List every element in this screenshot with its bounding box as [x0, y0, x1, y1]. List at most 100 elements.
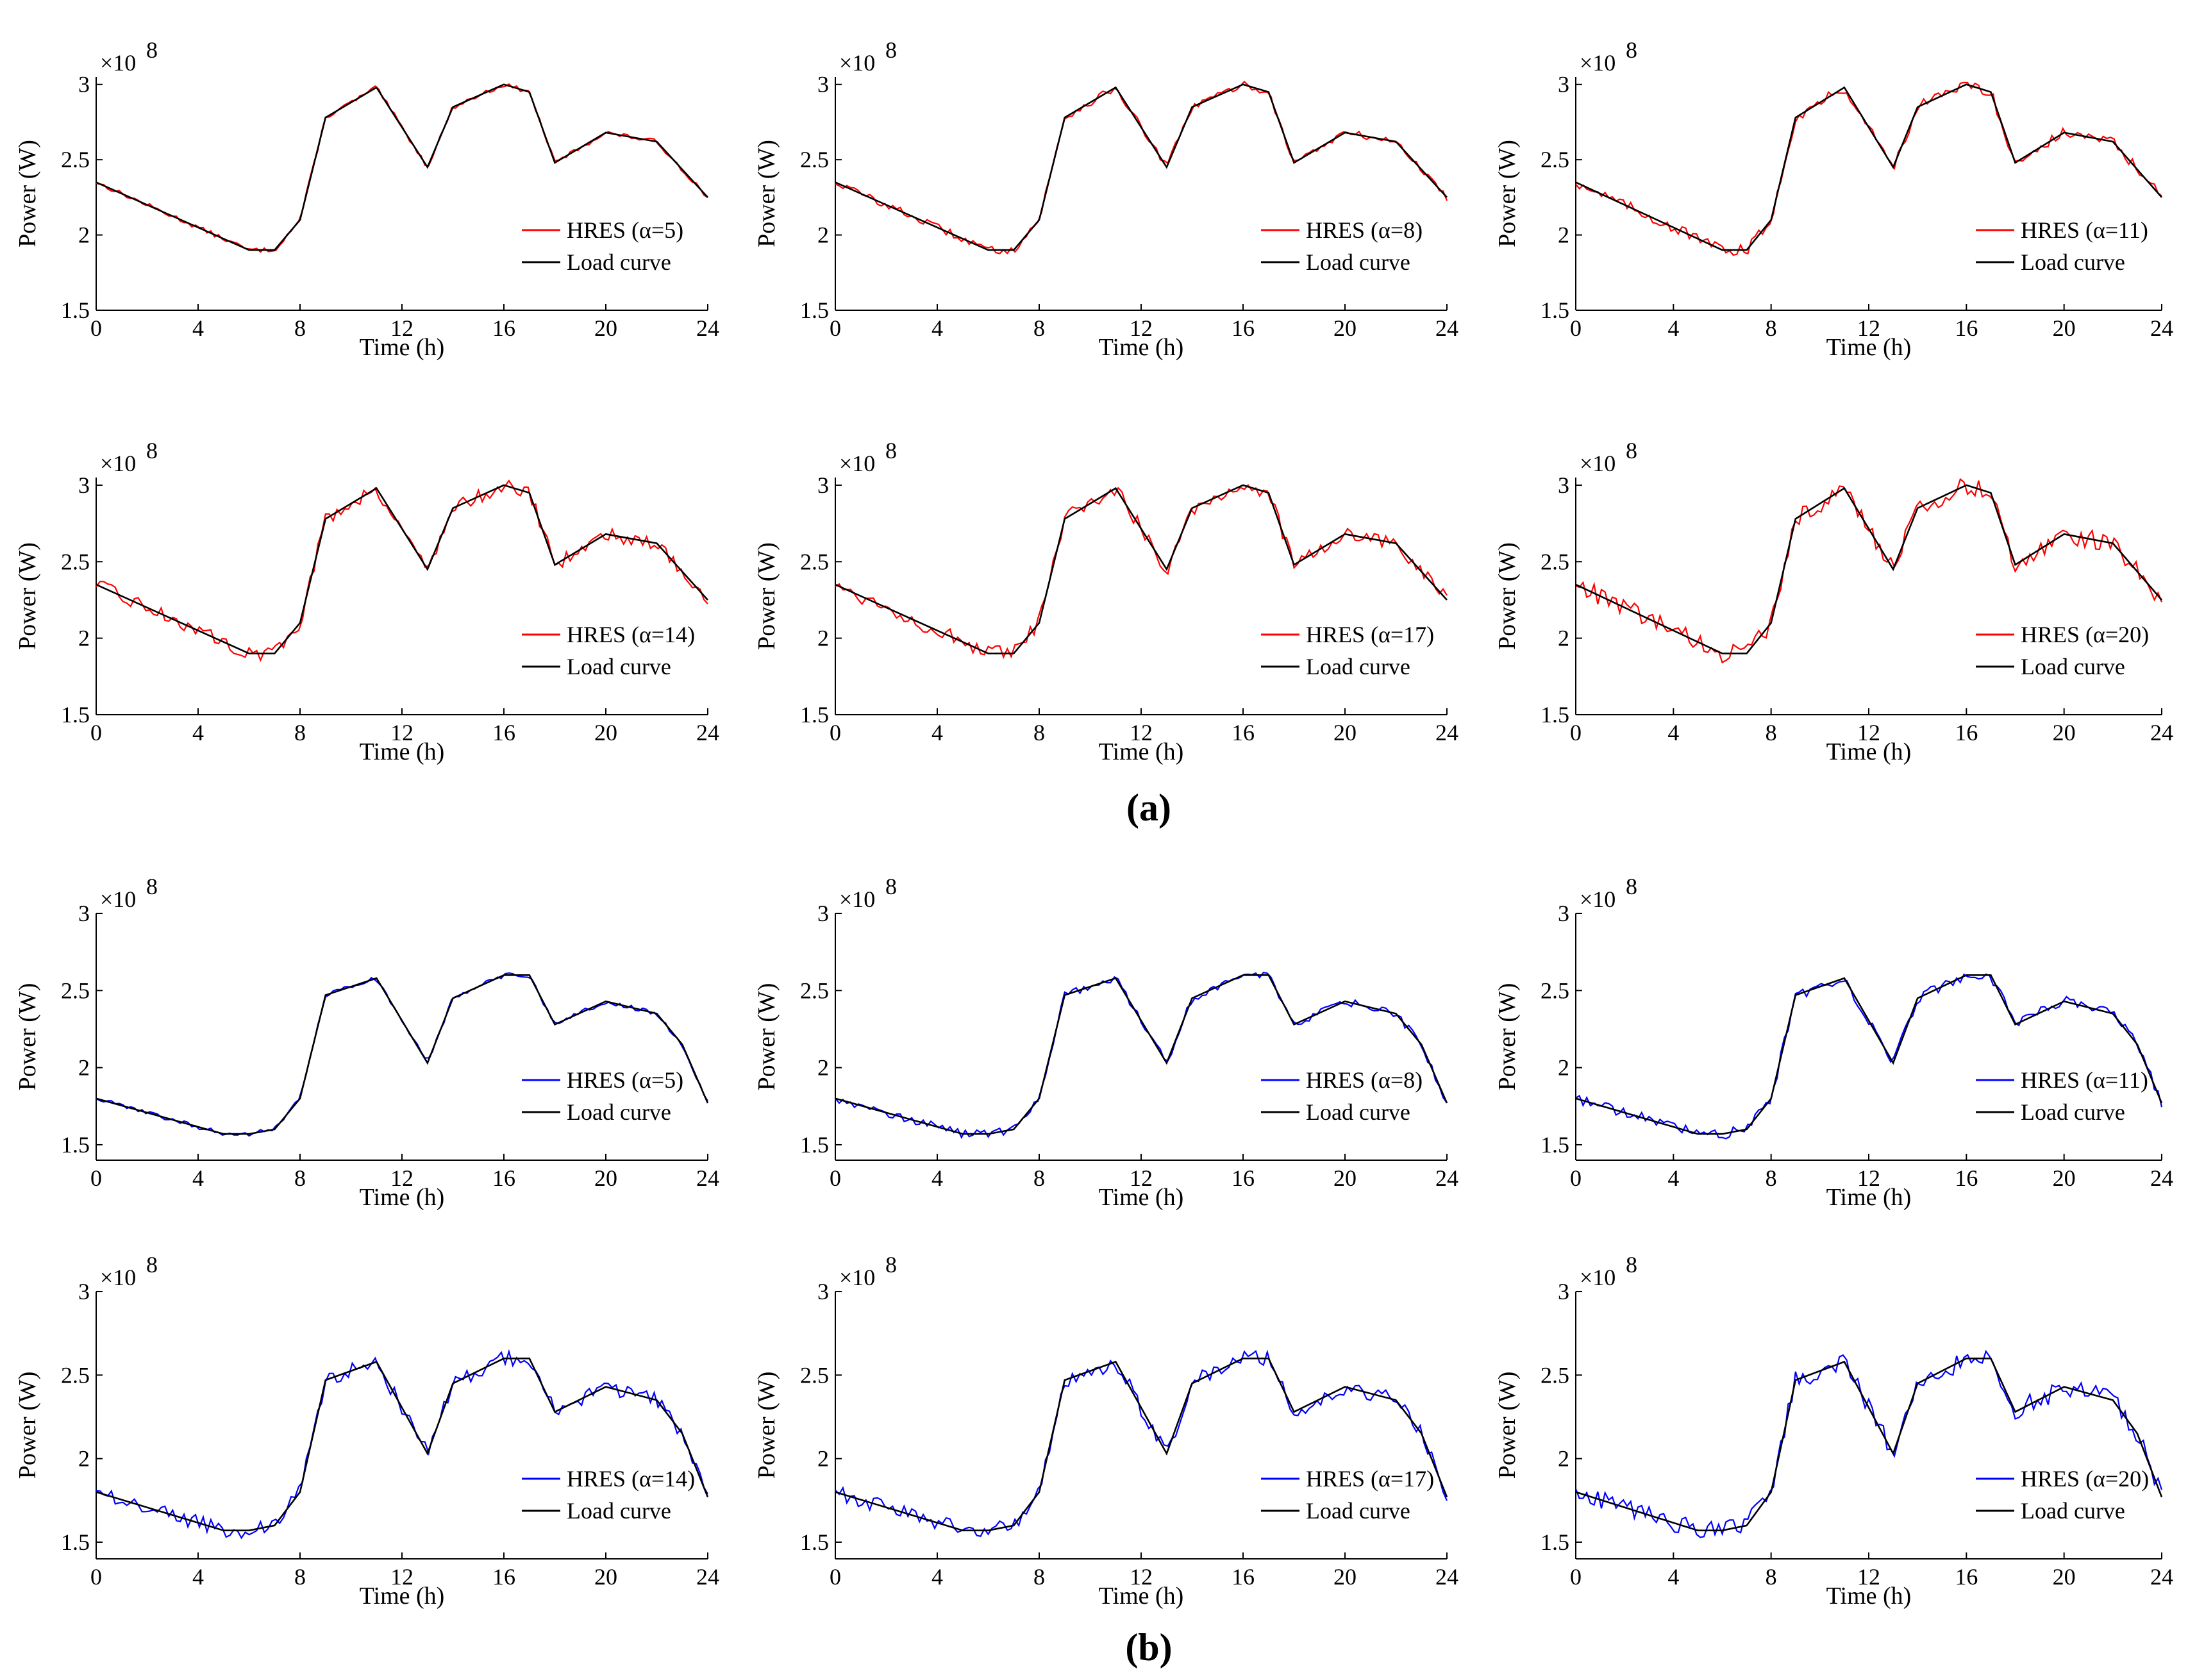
y-tick-label: 3 [78, 72, 90, 97]
y-tick-label: 3 [78, 472, 90, 498]
y-tick-label: 2.5 [61, 977, 90, 1003]
panel-label-a: (a) [1126, 786, 1171, 829]
y-exponent-label: ×10 [1580, 1265, 1616, 1290]
x-tick-label: 12 [1130, 1165, 1153, 1191]
y-exponent-label: ×10 [100, 1265, 136, 1290]
y-tick-label: 2.5 [61, 549, 90, 574]
legend-hres-label: HRES (α=8) [1306, 1067, 1423, 1093]
x-tick-label: 4 [192, 1564, 204, 1590]
legend-load-label: Load curve [567, 1099, 671, 1125]
y-tick-label: 2 [1558, 222, 1569, 248]
x-tick-label: 24 [2150, 720, 2173, 745]
x-tick-label: 4 [1667, 1165, 1679, 1191]
x-tick-label: 16 [1232, 1165, 1255, 1191]
y-exponent-label: ×10 [1580, 886, 1616, 912]
x-tick-label: 24 [1435, 720, 1458, 745]
load-curve-line [835, 1358, 1448, 1531]
y-tick-label: 1.5 [61, 1529, 90, 1555]
legend-hres-label: HRES (α=20) [2021, 1466, 2149, 1492]
x-tick-label: 12 [1857, 1564, 1880, 1590]
x-tick-label: 16 [1955, 1165, 1978, 1191]
y-tick-label: 2 [78, 1446, 90, 1472]
x-tick-label: 4 [1667, 1564, 1679, 1590]
x-tick-label: 20 [594, 1165, 617, 1191]
y-tick-label: 2 [1558, 626, 1569, 651]
x-tick-label: 0 [90, 1564, 102, 1590]
legend-load-label: Load curve [567, 654, 671, 679]
x-tick-label: 12 [390, 1564, 413, 1590]
x-tick-label: 12 [390, 315, 413, 341]
x-tick-label: 20 [1333, 315, 1357, 341]
y-axis-label: Power (W) [1494, 542, 1521, 650]
load-curve-line [1575, 974, 2163, 1135]
load-curve-line [96, 1358, 709, 1531]
load-curve-line [1575, 484, 2162, 654]
x-axis-label: Time (h) [1099, 1583, 1184, 1609]
x-tick-label: 0 [830, 315, 841, 341]
load-curve-line [835, 83, 1448, 251]
x-tick-label: 12 [390, 1165, 413, 1191]
x-tick-label: 20 [1333, 720, 1357, 745]
x-tick-label: 20 [594, 720, 617, 745]
y-tick-label: 2 [817, 1055, 829, 1081]
y-tick-label: 2 [78, 626, 90, 651]
load-curve-line [835, 974, 1448, 1135]
legend-hres-label: HRES (α=14) [567, 1466, 695, 1492]
y-exponent-label: ×10 [100, 886, 136, 912]
y-tick-label: 1.5 [800, 297, 829, 323]
x-tick-label: 4 [931, 1564, 943, 1590]
legend-hres-label: HRES (α=11) [2021, 217, 2148, 243]
subplot-a-4: 0 4 8 12 16 20 24 1.5 2 2.5 3 ×10 8 Time (h) Power (W)… [14, 438, 719, 765]
hres-series-line [1574, 1349, 2163, 1538]
legend-hres-label: HRES (α=17) [1306, 1466, 1434, 1492]
x-axis-label: Time (h) [1099, 738, 1184, 765]
y-tick-label: 2.5 [61, 147, 90, 172]
subplot-b-4: 0 4 8 12 16 20 24 1.5 2 2.5 3 ×10 8 Time (h) Power (W)… [14, 1252, 719, 1609]
x-tick-label: 24 [1435, 1564, 1458, 1590]
x-tick-label: 8 [1033, 1564, 1045, 1590]
x-tick-label: 16 [1232, 1564, 1255, 1590]
x-tick-label: 8 [1766, 720, 1777, 745]
x-tick-label: 16 [492, 1165, 515, 1191]
x-tick-label: 0 [1570, 315, 1582, 341]
x-axis-label: Time (h) [1099, 1184, 1184, 1211]
x-tick-label: 24 [1435, 315, 1458, 341]
x-tick-label: 20 [2053, 1165, 2076, 1191]
x-tick-label: 8 [294, 1165, 306, 1191]
x-tick-label: 0 [1570, 1165, 1582, 1191]
load-curve-line [1575, 83, 2162, 251]
y-exponent-label: ×10 [839, 886, 875, 912]
legend-hres-label: HRES (α=17) [1306, 622, 1434, 647]
subplot-a-6: 0 4 8 12 16 20 24 1.5 2 2.5 3 ×10 8 Time (h) Power (W)… [1494, 438, 2173, 765]
y-tick-label: 3 [817, 1279, 829, 1304]
y-exponent-power: 8 [146, 1252, 158, 1277]
y-exponent-power: 8 [1626, 438, 1637, 463]
subplot-b-2: 0 4 8 12 16 20 24 1.5 2 2.5 3 ×10 8 Time (h) Power (W)… [753, 874, 1458, 1211]
legend-load-label: Load curve [1306, 1099, 1410, 1125]
x-tick-label: 24 [2150, 315, 2173, 341]
x-tick-label: 4 [1667, 720, 1679, 745]
x-tick-label: 12 [1857, 720, 1880, 745]
y-axis-label: Power (W) [14, 983, 41, 1091]
load-curve-line [96, 974, 709, 1135]
x-tick-label: 16 [492, 315, 515, 341]
subplot-a-1: 0 4 8 12 16 20 24 1.5 2 2.5 3 ×10 8 Time (h) Power (W)… [14, 37, 719, 361]
x-tick-label: 0 [1570, 720, 1582, 745]
y-exponent-power: 8 [146, 438, 158, 463]
y-axis-label: Power (W) [753, 1372, 780, 1479]
legend-hres-label: HRES (α=5) [567, 217, 683, 243]
legend-load-label: Load curve [1306, 654, 1410, 679]
y-axis-label: Power (W) [753, 983, 780, 1091]
y-tick-label: 2.5 [1541, 549, 1569, 574]
y-tick-label: 2 [1558, 1446, 1569, 1472]
x-tick-label: 8 [1033, 315, 1045, 341]
y-tick-label: 1.5 [1541, 1529, 1569, 1555]
y-tick-label: 1.5 [1541, 702, 1569, 728]
x-tick-label: 24 [696, 315, 719, 341]
x-tick-label: 12 [390, 720, 413, 745]
x-axis-label: Time (h) [1099, 334, 1184, 361]
x-tick-label: 24 [1435, 1165, 1458, 1191]
x-tick-label: 24 [2150, 1165, 2173, 1191]
y-exponent-power: 8 [885, 37, 897, 63]
